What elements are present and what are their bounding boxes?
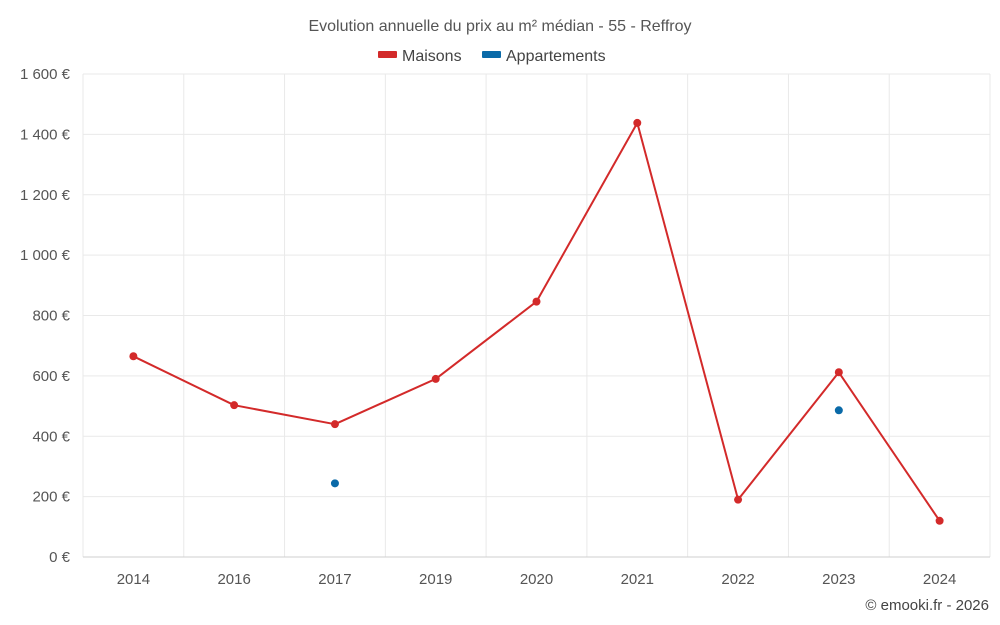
legend: Maisons Appartements xyxy=(378,48,606,65)
data-point-maisons[interactable] xyxy=(935,516,944,525)
data-point-maisons[interactable] xyxy=(734,495,743,504)
y-tick-label: 1 000 € xyxy=(20,247,71,264)
y-tick-label: 600 € xyxy=(32,368,70,385)
series-layer xyxy=(129,118,944,525)
y-tick-label: 1 400 € xyxy=(20,126,71,143)
x-tick-label: 2017 xyxy=(318,571,351,588)
y-axis-ticks: 0 € 200 € 400 € 600 € 800 € 1 000 € 1 200 € 1 4… xyxy=(20,66,71,566)
x-tick-label: 2014 xyxy=(117,571,150,588)
legend-swatch-maisons xyxy=(378,51,397,58)
legend-label-maisons: Maisons xyxy=(402,48,462,65)
legend-item-maisons[interactable]: Maisons xyxy=(378,48,462,65)
x-tick-label: 2016 xyxy=(217,571,250,588)
y-tick-label: 200 € xyxy=(32,489,70,506)
series-line-maisons xyxy=(132,121,941,522)
data-point-maisons[interactable] xyxy=(431,374,440,383)
x-gridlines xyxy=(82,74,991,557)
data-point-maisons[interactable] xyxy=(834,368,843,377)
x-tick-label: 2024 xyxy=(923,571,956,588)
x-axis-ticks: 2014 2016 2017 2019 2020 2021 2022 2023 2024 xyxy=(117,571,957,588)
legend-swatch-appartements xyxy=(482,51,501,58)
legend-label-appartements: Appartements xyxy=(506,48,606,65)
data-point-maisons[interactable] xyxy=(230,401,239,410)
data-point-maisons[interactable] xyxy=(532,297,541,306)
data-point-appartements[interactable] xyxy=(330,479,339,488)
series-appartements xyxy=(330,406,843,488)
y-tick-label: 800 € xyxy=(32,308,70,325)
y-tick-label: 1 200 € xyxy=(20,187,71,204)
y-tick-label: 400 € xyxy=(32,428,70,445)
data-point-maisons[interactable] xyxy=(633,118,642,127)
y-tick-label: 0 € xyxy=(49,549,71,566)
credit-text: © emooki.fr - 2026 xyxy=(865,597,989,614)
chart-title: Evolution annuelle du prix au m² médian … xyxy=(308,18,691,35)
x-tick-label: 2023 xyxy=(822,571,855,588)
x-tick-label: 2020 xyxy=(520,571,553,588)
y-gridlines xyxy=(83,73,990,498)
series-maisons xyxy=(129,118,944,525)
x-tick-label: 2019 xyxy=(419,571,452,588)
y-tick-label: 1 600 € xyxy=(20,66,71,83)
data-point-maisons[interactable] xyxy=(330,420,339,429)
data-point-maisons[interactable] xyxy=(129,352,138,361)
data-point-appartements[interactable] xyxy=(834,406,843,415)
legend-item-appartements[interactable]: Appartements xyxy=(482,48,606,65)
x-tick-label: 2022 xyxy=(721,571,754,588)
x-tick-label: 2021 xyxy=(621,571,654,588)
